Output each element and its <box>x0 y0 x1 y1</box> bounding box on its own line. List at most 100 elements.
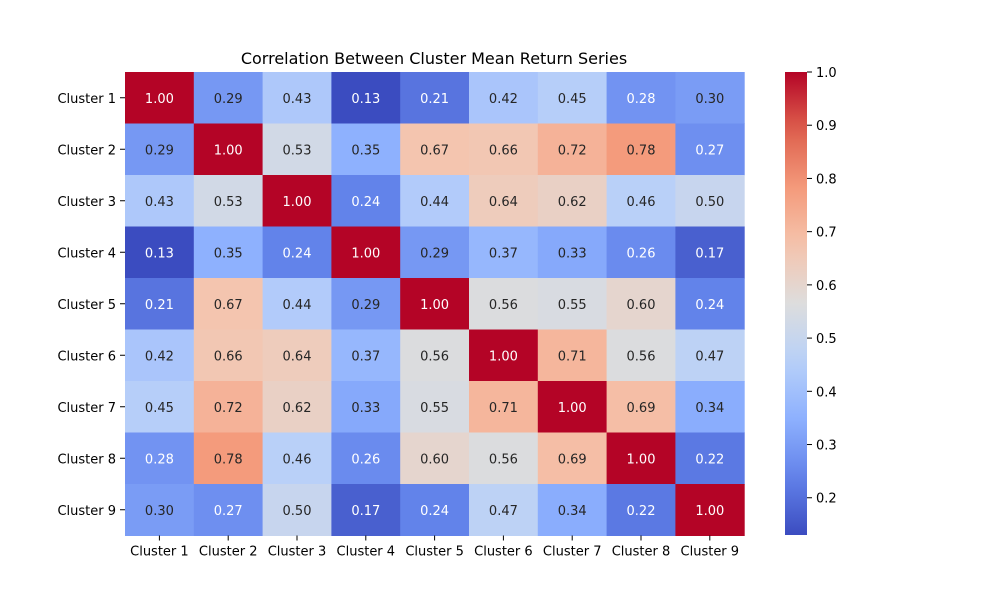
heatmap-cell <box>469 226 539 279</box>
cell-value-label: 0.50 <box>695 195 724 210</box>
cell-value-label: 0.22 <box>627 504 656 519</box>
cell-value-label: 0.45 <box>558 92 587 107</box>
colorbar-tick-label: 0.5 <box>816 332 837 347</box>
cell-value-label: 0.26 <box>627 246 656 261</box>
cell-value-label: 1.00 <box>558 401 587 416</box>
colorbar-tick-label: 0.4 <box>816 385 837 400</box>
colorbar-tick-label: 0.3 <box>816 439 837 454</box>
heatmap-cell <box>469 175 539 227</box>
y-tick-label: Cluster 5 <box>57 298 116 313</box>
cell-value-label: 0.50 <box>283 504 312 519</box>
heatmap-cell <box>675 72 745 124</box>
heatmap-cell <box>606 484 676 536</box>
cell-value-label: 0.71 <box>558 349 587 364</box>
heatmap-cell <box>262 175 332 227</box>
heatmap-cell <box>537 123 608 176</box>
heatmap-cell <box>400 329 470 382</box>
colorbar-tick-label: 0.2 <box>816 492 837 507</box>
heatmap-cell <box>400 381 470 433</box>
cell-value-label: 1.00 <box>145 92 174 107</box>
cell-value-label: 0.56 <box>627 349 656 364</box>
cell-value-label: 0.56 <box>420 349 449 364</box>
cell-value-label: 0.55 <box>420 401 449 416</box>
heatmap-cell <box>331 484 401 536</box>
heatmap-cell <box>469 329 539 382</box>
x-axis: Cluster 1 Cluster 2 Cluster 3 Cluster 4 Clus… <box>130 535 739 560</box>
cell-value-label: 0.27 <box>214 504 243 519</box>
heatmap-cell <box>606 329 676 382</box>
cell-value-label: 0.29 <box>351 298 380 313</box>
cell-value-label: 0.28 <box>627 92 656 107</box>
x-tick-label: Cluster 1 <box>130 545 189 560</box>
heatmap-cell <box>537 72 608 124</box>
cell-value-label: 0.24 <box>420 504 449 519</box>
heatmap-cell <box>537 175 608 227</box>
heatmap-cell <box>262 278 332 330</box>
cell-value-label: 0.24 <box>283 246 312 261</box>
heatmap-cell <box>125 329 195 382</box>
cell-value-label: 0.37 <box>489 246 518 261</box>
cell-value-label: 0.69 <box>627 401 656 416</box>
cell-value-label: 0.47 <box>489 504 518 519</box>
heatmap-cell <box>262 123 332 176</box>
cell-value-label: 0.72 <box>214 401 243 416</box>
heatmap-cell <box>400 123 470 176</box>
chart-title: Correlation Between Cluster Mean Return … <box>241 49 627 68</box>
y-axis: Cluster 1 Cluster 2 Cluster 3 Cluster 4 Clus… <box>57 92 125 519</box>
heatmap-cell <box>331 381 401 433</box>
heatmap-cell <box>675 278 745 330</box>
cell-value-label: 1.00 <box>214 143 243 158</box>
x-tick-label: Cluster 4 <box>337 545 396 560</box>
cell-value-label: 0.60 <box>420 452 449 467</box>
heatmap-cell <box>675 432 745 485</box>
colorbar-tick-label: 0.7 <box>816 226 837 241</box>
cell-value-label: 0.56 <box>489 452 518 467</box>
heatmap-cell <box>675 381 745 433</box>
heatmap-cell <box>125 123 195 176</box>
heatmap-cell <box>675 484 745 536</box>
cell-value-label: 0.66 <box>489 143 518 158</box>
colorbar-tick-label: 0.8 <box>816 172 837 187</box>
cell-value-label: 1.00 <box>420 298 449 313</box>
heatmap-cell <box>400 226 470 279</box>
heatmap-cell <box>331 123 401 176</box>
heatmap-cell <box>125 381 195 433</box>
cell-value-label: 0.29 <box>214 92 243 107</box>
cell-value-label: 0.42 <box>489 92 518 107</box>
heatmap-cell <box>262 226 332 279</box>
cell-value-label: 0.33 <box>351 401 380 416</box>
heatmap-cell <box>331 226 401 279</box>
cell-value-label: 0.47 <box>695 349 724 364</box>
cell-value-label: 0.44 <box>420 195 449 210</box>
y-tick-label: Cluster 9 <box>57 504 116 519</box>
heatmap-cell <box>400 432 470 485</box>
cell-value-label: 0.30 <box>145 504 174 519</box>
cell-value-label: 0.46 <box>283 452 312 467</box>
heatmap-cell <box>262 72 332 124</box>
heatmap-cell <box>469 72 539 124</box>
cell-value-label: 0.46 <box>627 195 656 210</box>
x-tick-label: Cluster 6 <box>474 545 533 560</box>
cell-value-label: 0.24 <box>351 195 380 210</box>
heatmap-cell <box>125 226 195 279</box>
cell-value-label: 0.28 <box>145 452 174 467</box>
heatmap-cell <box>606 175 676 227</box>
cell-value-label: 0.21 <box>145 298 174 313</box>
cell-value-label: 0.29 <box>420 246 449 261</box>
cell-value-label: 0.35 <box>351 143 380 158</box>
cell-value-label: 0.45 <box>145 401 174 416</box>
cell-value-label: 0.62 <box>283 401 312 416</box>
heatmap-cell <box>125 484 195 536</box>
cell-value-label: 1.00 <box>695 504 724 519</box>
cell-value-label: 0.60 <box>627 298 656 313</box>
heatmap-cell <box>606 278 676 330</box>
heatmap-cell <box>193 432 264 485</box>
heatmap-cell <box>469 123 539 176</box>
y-tick-label: Cluster 6 <box>57 349 116 364</box>
heatmap-cell <box>469 432 539 485</box>
cell-value-label: 0.71 <box>489 401 518 416</box>
cell-value-label: 0.30 <box>695 92 724 107</box>
heatmap-cell <box>193 123 264 176</box>
cell-value-label: 0.55 <box>558 298 587 313</box>
